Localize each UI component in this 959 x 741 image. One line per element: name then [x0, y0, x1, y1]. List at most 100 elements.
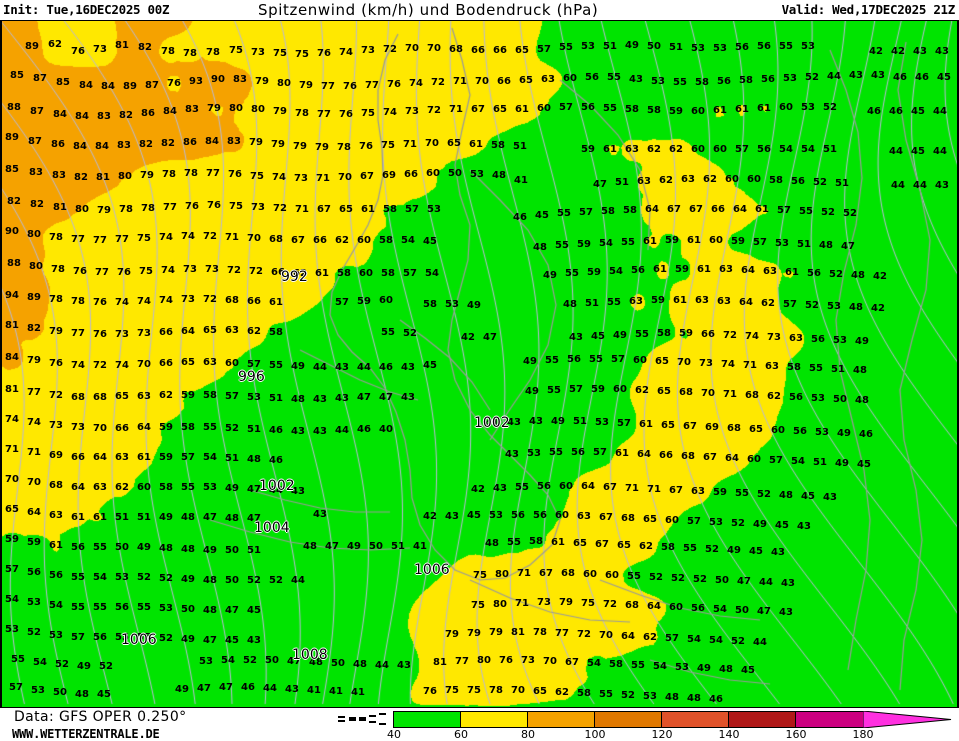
- wind-speed-value: 55: [71, 572, 85, 583]
- wind-speed-value: 45: [775, 520, 789, 531]
- wind-speed-value: 61: [757, 103, 771, 114]
- wind-speed-value: 57: [247, 359, 261, 370]
- wind-speed-value: 57: [579, 207, 593, 218]
- wind-speed-value: 54: [49, 600, 63, 611]
- wind-speed-value: 68: [225, 295, 239, 306]
- wind-speed-value: 59: [651, 295, 665, 306]
- legend-segment: [729, 712, 796, 727]
- wind-speed-value: 57: [777, 205, 791, 216]
- wind-speed-value: 90: [5, 226, 19, 237]
- wind-speed-value: 74: [181, 231, 195, 242]
- wind-speed-value: 76: [423, 686, 437, 697]
- wind-speed-value: 57: [569, 384, 583, 395]
- page-title: Spitzenwind (km/h) und Bodendruck (hPa): [258, 1, 599, 19]
- wind-speed-value: 65: [617, 540, 631, 551]
- wind-speed-value: 47: [757, 606, 771, 617]
- wind-speed-value: 48: [203, 605, 217, 616]
- wind-speed-value: 51: [797, 239, 811, 250]
- wind-speed-value: 71: [625, 483, 639, 494]
- wind-speed-value: 78: [51, 264, 65, 275]
- wind-speed-value: 65: [519, 75, 533, 86]
- wind-speed-value: 55: [115, 632, 129, 643]
- wind-speed-value: 72: [203, 231, 217, 242]
- wind-speed-value: 58: [647, 105, 661, 116]
- wind-speed-value: 61: [551, 537, 565, 548]
- wind-speed-value: 52: [705, 544, 719, 555]
- wind-speed-value: 53: [675, 662, 689, 673]
- wind-speed-value: 45: [857, 459, 871, 470]
- wind-speed-value: 88: [7, 258, 21, 269]
- wind-speed-value: 45: [749, 546, 763, 557]
- wind-speed-value: 50: [448, 168, 462, 179]
- wind-speed-value: 56: [571, 447, 585, 458]
- wind-speed-value: 79: [27, 355, 41, 366]
- legend-segment: [662, 712, 729, 727]
- wind-speed-value: 44: [933, 146, 947, 157]
- wind-speed-value: 68: [71, 392, 85, 403]
- wind-speed-value: 77: [317, 109, 331, 120]
- wind-speed-value: 70: [543, 656, 557, 667]
- wind-speed-value: 49: [77, 661, 91, 672]
- wind-speed-value: 58: [379, 235, 393, 246]
- wind-speed-value: 76: [93, 329, 107, 340]
- wind-speed-value: 73: [699, 358, 713, 369]
- wind-speed-value: 55: [137, 602, 151, 613]
- wind-speed-value: 53: [643, 691, 657, 702]
- wind-speed-value: 70: [427, 43, 441, 54]
- legend-segment: [394, 712, 461, 727]
- wind-speed-value: 41: [307, 685, 321, 696]
- wind-speed-value: 80: [29, 261, 43, 272]
- wind-speed-value: 53: [833, 335, 847, 346]
- wind-speed-value: 56: [585, 72, 599, 83]
- wind-speed-value: 60: [779, 102, 793, 113]
- wind-speed-value: 47: [483, 332, 497, 343]
- wind-speed-value: 72: [203, 294, 217, 305]
- wind-speed-value: 49: [855, 336, 869, 347]
- wind-speed-value: 58: [609, 659, 623, 670]
- wind-speed-value: 48: [563, 299, 577, 310]
- wind-speed-value: 67: [703, 452, 717, 463]
- wind-speed-value: 73: [93, 44, 107, 55]
- wind-speed-value: 65: [515, 45, 529, 56]
- wind-speed-value: 50: [225, 545, 239, 556]
- wind-speed-value: 51: [835, 178, 849, 189]
- wind-speed-value: 83: [227, 136, 241, 147]
- wind-speed-value: 51: [247, 424, 261, 435]
- wind-speed-value: 58: [769, 175, 783, 186]
- wind-speed-value: 72: [249, 266, 263, 277]
- wind-speed-value: 49: [837, 428, 851, 439]
- wind-speed-value: 67: [683, 421, 697, 432]
- wind-speed-value: 83: [233, 74, 247, 85]
- wind-speed-value: 70: [338, 172, 352, 183]
- wind-speed-value: 55: [809, 363, 823, 374]
- wind-speed-value: 47: [247, 513, 261, 524]
- wind-speed-value: 79: [140, 170, 154, 181]
- wind-speed-value: 85: [5, 164, 19, 175]
- wind-speed-value: 79: [207, 103, 221, 114]
- wind-speed-value: 55: [559, 42, 573, 53]
- wind-speed-value: 53: [709, 517, 723, 528]
- isobar-pressure-label: 1006: [414, 562, 450, 578]
- wind-speed-value: 41: [485, 418, 499, 429]
- wind-speed-value: 70: [5, 474, 19, 485]
- weather-map[interactable]: 89 62 76 73 81 82 78 78 78 75 73 75 75 76 74 73 72 70 70 68…: [0, 20, 959, 708]
- wind-speed-value: 53: [801, 41, 815, 52]
- wind-speed-value: 45: [911, 146, 925, 157]
- wind-speed-value: 48: [719, 664, 733, 675]
- legend-tick: 140: [718, 728, 740, 741]
- wind-speed-value: 56: [49, 570, 63, 581]
- wind-speed-value: 54: [609, 266, 623, 277]
- wind-speed-value: 61: [643, 236, 657, 247]
- wind-speed-value: 81: [5, 320, 19, 331]
- wind-speed-value: 64: [621, 631, 635, 642]
- wind-speed-value: 60: [605, 570, 619, 581]
- wind-speed-value: 55: [779, 41, 793, 52]
- wind-speed-value: 55: [547, 385, 561, 396]
- wind-speed-value: 62: [335, 235, 349, 246]
- wind-speed-value: 43: [779, 607, 793, 618]
- wind-speed-value: 65: [533, 686, 547, 697]
- wind-speed-value: 70: [425, 138, 439, 149]
- wind-speed-value: 61: [269, 297, 283, 308]
- wind-speed-value: 63: [225, 325, 239, 336]
- wind-speed-value: 70: [93, 423, 107, 434]
